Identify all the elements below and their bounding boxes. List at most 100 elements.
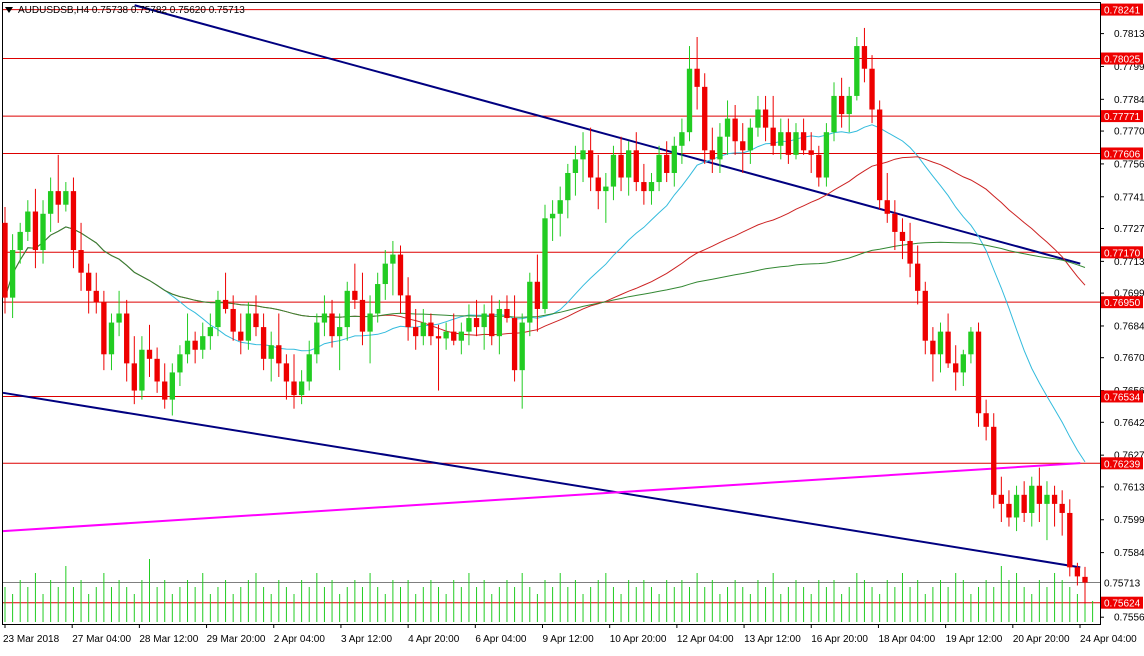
candle-body <box>504 308 510 319</box>
candle-body <box>451 331 457 341</box>
candle-body <box>428 322 434 337</box>
candle-body <box>124 313 130 364</box>
candle-body <box>527 281 533 323</box>
trend-line-channel <box>2 462 1081 533</box>
candle-body <box>154 358 160 382</box>
volume-bars <box>4 559 1094 622</box>
candle-body <box>626 150 632 178</box>
level-label-bg <box>1101 457 1143 470</box>
y-tick-label: 0.77415 <box>1114 192 1144 203</box>
candle-body <box>458 331 464 341</box>
candle-body <box>664 154 670 173</box>
candle-body <box>489 313 495 337</box>
candle-body <box>511 318 518 371</box>
candle-body <box>17 231 23 251</box>
candle-body <box>869 68 875 110</box>
x-tick-label: 29 Mar 20:00 <box>207 634 266 645</box>
candle-body <box>755 109 761 128</box>
symbol-label: AUDUSDSB,H4 <box>18 5 90 16</box>
chart-title: AUDUSDSB,H4 0.75738 0.75782 0.75620 0.75… <box>18 5 245 16</box>
candle-body <box>778 132 784 146</box>
level-labels: 0.78241 0.78025 0.77771 0.77606 0.77170 0.769… <box>1101 3 1143 610</box>
x-tick-label: 2 Apr 04:00 <box>274 634 326 645</box>
candle-body <box>686 68 693 133</box>
x-tick-label: 20 Apr 20:00 <box>1013 634 1070 645</box>
candle-body <box>260 327 267 359</box>
candle-body <box>443 331 449 339</box>
candle-body <box>740 141 746 151</box>
x-tick-label: 10 Apr 20:00 <box>610 634 667 645</box>
candle-body <box>861 46 868 69</box>
candle-body <box>367 313 373 332</box>
candle-body <box>732 118 738 142</box>
ma-line-21 <box>4 124 1086 463</box>
candle-body <box>808 150 814 155</box>
y-tick-label: 0.76275 <box>1114 451 1144 462</box>
candle-body <box>983 413 989 427</box>
candle-body <box>671 145 677 173</box>
candle-body <box>823 132 830 178</box>
candle-body <box>937 331 944 355</box>
candle-body <box>1021 494 1027 513</box>
candle-body <box>86 272 92 291</box>
candle-body <box>70 191 77 251</box>
candle-body <box>200 336 206 350</box>
candle-body <box>177 354 183 373</box>
candle-body <box>162 381 168 400</box>
candle-body <box>222 299 229 309</box>
candle-body <box>876 109 883 201</box>
x-tick-label: 3 Apr 12:00 <box>341 634 393 645</box>
candle-body <box>101 302 107 355</box>
candle-body <box>1067 512 1073 568</box>
candle-body <box>481 313 487 328</box>
level-label: 0.76534 <box>1104 392 1141 403</box>
candle-body <box>466 318 472 332</box>
symbol-dropdown-icon[interactable] <box>5 7 13 13</box>
candle-body <box>245 313 252 341</box>
candle-body <box>139 349 145 391</box>
candle-body <box>945 331 951 364</box>
candle-body <box>580 150 586 160</box>
x-tick-label: 12 Apr 04:00 <box>677 634 734 645</box>
y-tick-label: 0.78135 <box>1114 29 1144 40</box>
candle-body <box>694 68 700 87</box>
level-label-bg <box>1101 147 1143 160</box>
y-tick-label: 0.75560 <box>1114 613 1144 624</box>
candle-body <box>557 200 563 214</box>
candle-body <box>998 494 1004 504</box>
candle-body <box>565 172 571 201</box>
candle-body <box>306 354 312 382</box>
x-tick-label: 27 Mar 04:00 <box>72 634 131 645</box>
candle-body <box>344 290 350 328</box>
trend-line-lower-support <box>2 391 1081 569</box>
candle-body <box>991 426 997 495</box>
candle-body <box>298 381 305 396</box>
x-tick-label: 13 Apr 12:00 <box>744 634 801 645</box>
candle-body <box>397 254 404 296</box>
candle-body <box>169 372 175 400</box>
candle-body <box>283 363 290 382</box>
candle-body <box>47 191 54 214</box>
candle-body <box>960 354 966 373</box>
candle-body <box>800 132 807 151</box>
candle-body <box>519 322 525 371</box>
candle-body <box>25 211 31 232</box>
level-label: 0.77170 <box>1104 248 1141 259</box>
candle-body <box>770 127 776 146</box>
candle-body <box>656 154 662 183</box>
candle-body <box>253 313 259 328</box>
candle-body <box>32 211 39 251</box>
candle-body <box>534 281 541 309</box>
x-tick-label: 6 Apr 04:00 <box>475 634 527 645</box>
level-label: 0.77771 <box>1104 112 1141 123</box>
y-tick-label: 0.76705 <box>1114 353 1144 364</box>
y-tick-label: 0.76845 <box>1114 321 1144 332</box>
candle-body <box>336 327 343 337</box>
candle-body <box>108 322 115 355</box>
ma-line-100 <box>4 226 1086 318</box>
candle-body <box>1044 494 1050 504</box>
